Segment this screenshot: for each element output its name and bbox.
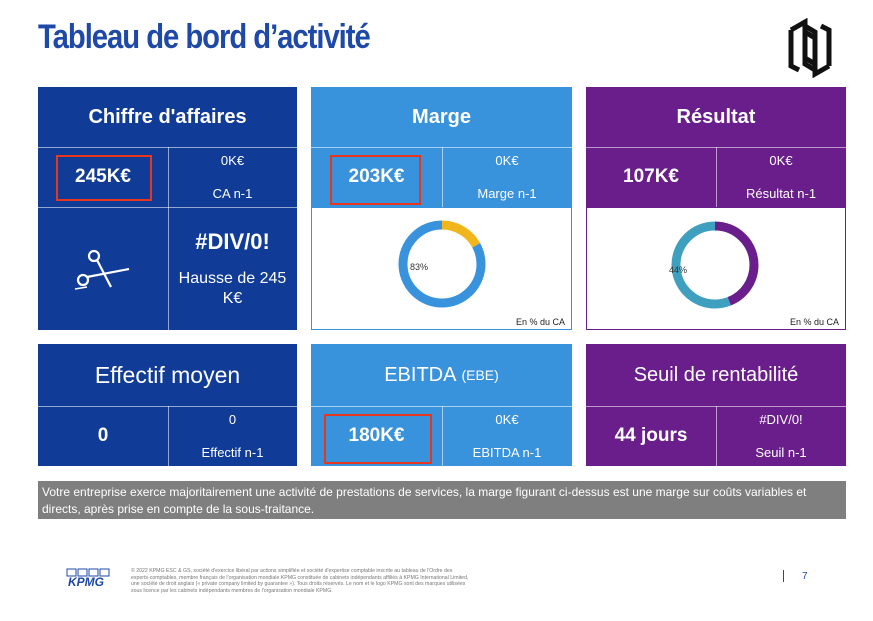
brand-logo-icon xyxy=(788,18,832,78)
ebitda-header-suffix: (EBE) xyxy=(461,367,499,383)
marge-prev-label: Marge n-1 xyxy=(477,186,537,201)
resultat-donut-slice-rest xyxy=(671,221,759,309)
card-header: Chiffre d'affaires xyxy=(88,105,247,128)
resultat-chart-note: En % du CA xyxy=(789,317,839,327)
highlight-box xyxy=(330,155,421,205)
ca-prev-label: CA n-1 xyxy=(212,186,253,201)
ca-variation-text: Hausse de 245 K€ xyxy=(178,269,287,307)
card-header: Seuil de rentabilité xyxy=(633,363,799,386)
page-title: Tableau de bord d’activité xyxy=(38,18,371,56)
ca-variation: #DIV/0! xyxy=(195,228,270,254)
card-seuil: Seuil de rentabilité 44 jours #DIV/0! Se… xyxy=(586,344,846,466)
card-resultat: Résultat 107K€ 0K€ Résultat n-1 44% En %… xyxy=(586,87,846,330)
resultat-prev-label: Résultat n-1 xyxy=(745,186,817,201)
marge-donut-chart xyxy=(398,220,486,308)
marge-prev-value: 0K€ xyxy=(495,153,519,168)
card-header: EBITDA (EBE) xyxy=(311,344,572,406)
resultat-pct-label: 44% xyxy=(669,265,688,275)
ca-prev-value: 0K€ xyxy=(220,153,245,168)
seuil-prev-value: #DIV/0! xyxy=(759,412,803,427)
page-number: 7 xyxy=(802,571,808,582)
scissors-icon xyxy=(74,249,130,290)
highlight-box xyxy=(56,155,152,201)
effectif-prev-label: Effectif n-1 xyxy=(201,445,264,460)
card-effectif: Effectif moyen 0 0 Effectif n-1 xyxy=(38,344,297,466)
ebitda-value: 180K€ xyxy=(348,425,405,446)
card-header: Résultat xyxy=(676,105,756,128)
card-header: Marge xyxy=(412,105,471,128)
kpmg-logo-text: KPMG xyxy=(68,575,104,589)
marge-pct-label: 83% xyxy=(410,262,429,272)
legal-notice: © 2022 KPMG ESC & GS, société d'exercice… xyxy=(131,568,469,594)
card-marge: Marge 203K€ 0K€ Marge n-1 83% En % du CA xyxy=(311,87,572,330)
ebitda-header-label: EBITDA xyxy=(384,363,457,386)
ebitda-prev-label: EBITDA n-1 xyxy=(472,445,542,460)
page-divider xyxy=(783,570,784,582)
effectif-prev-value: 0 xyxy=(228,412,237,427)
ebitda-prev-value: 0K€ xyxy=(495,412,519,427)
seuil-value: 44 jours xyxy=(614,425,688,446)
resultat-chart: 44% En % du CA xyxy=(587,208,845,329)
marge-value: 203K€ xyxy=(348,166,405,187)
resultat-prev-value: 0K€ xyxy=(769,153,793,168)
marge-chart: 83% En % du CA xyxy=(312,208,571,329)
card-chiffre-affaires: Chiffre d'affaires 245K€ 0K€ CA n-1 #DIV… xyxy=(38,87,297,330)
info-banner: Votre entreprise exerce majoritairement … xyxy=(38,481,846,519)
marge-chart-note: En % du CA xyxy=(515,317,565,327)
kpmg-logo-icon xyxy=(66,568,110,577)
effectif-value: 0 xyxy=(97,425,109,446)
card-ebitda: EBITDA (EBE) 180K€ 0K€ EBITDA n-1 xyxy=(311,344,572,466)
highlight-box xyxy=(324,414,432,464)
resultat-donut-chart xyxy=(671,221,759,309)
ca-value: 245K€ xyxy=(75,166,131,187)
seuil-prev-label: Seuil n-1 xyxy=(755,445,807,460)
marge-donut-slice-main xyxy=(398,220,486,308)
card-header: Effectif moyen xyxy=(94,361,241,388)
resultat-value: 107K€ xyxy=(623,166,679,187)
